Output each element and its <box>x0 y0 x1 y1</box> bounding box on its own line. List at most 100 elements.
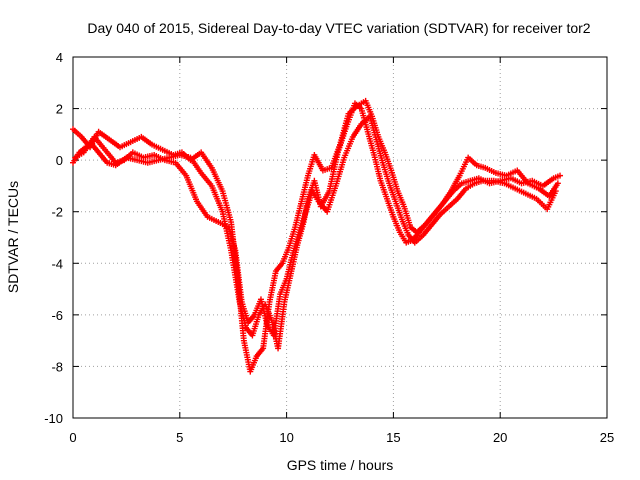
data-point <box>448 174 462 195</box>
data-point <box>283 252 296 282</box>
data-point <box>445 197 459 210</box>
data-point <box>266 270 279 305</box>
data-point <box>522 190 538 201</box>
y-tick-label: -6 <box>51 308 63 323</box>
x-axis-label: GPS time / hours <box>287 457 394 473</box>
data-point <box>215 219 230 230</box>
data-point <box>439 189 453 207</box>
data-point <box>430 202 445 218</box>
data-point <box>245 313 257 326</box>
plot-frame <box>72 56 608 419</box>
data-point <box>198 170 214 188</box>
data-point <box>554 180 561 187</box>
data-point <box>285 226 298 251</box>
data-point <box>72 150 85 161</box>
data-point <box>149 141 164 152</box>
x-tick-label: 10 <box>279 430 293 445</box>
data-point <box>270 293 283 339</box>
data-point <box>281 272 294 305</box>
data-point <box>394 188 407 208</box>
data-point <box>463 181 476 192</box>
data-point <box>95 128 111 142</box>
data-point <box>70 126 83 139</box>
data-point <box>544 190 558 213</box>
data-point <box>456 156 471 179</box>
data-point <box>390 213 402 234</box>
data-point <box>253 346 265 360</box>
ticks: 0 5 10 15 20 25 -10 -8 -6 -4 -2 0 2 4 <box>44 50 614 445</box>
data-point <box>503 168 519 179</box>
data-point <box>159 146 175 157</box>
data-point <box>138 133 154 147</box>
y-tick-label: 4 <box>56 50 63 65</box>
data-point <box>354 99 367 109</box>
data-point <box>296 211 309 236</box>
data-point <box>277 277 289 298</box>
data-point <box>309 188 321 203</box>
data-point <box>552 188 559 195</box>
data-point <box>292 200 304 231</box>
data-point <box>358 114 372 128</box>
data-point <box>364 128 377 156</box>
data-point <box>187 150 203 164</box>
data-point <box>428 213 442 228</box>
data-point <box>386 180 398 203</box>
data-point <box>151 151 166 163</box>
data-point <box>381 149 394 172</box>
grid <box>73 57 607 418</box>
data-point <box>144 157 160 166</box>
data-point <box>95 149 109 165</box>
data-point <box>371 151 384 182</box>
y-tick-label: -10 <box>44 411 63 426</box>
series <box>70 97 564 375</box>
data-point <box>91 133 107 151</box>
data-point <box>514 167 530 185</box>
data-point <box>275 301 288 352</box>
data-point <box>298 174 311 205</box>
data-point <box>383 195 396 218</box>
data-point <box>411 233 425 246</box>
data-point <box>257 296 270 326</box>
data-point <box>193 198 210 218</box>
data-point <box>424 210 438 226</box>
y-tick-label: 0 <box>56 153 63 168</box>
data-point <box>332 156 347 189</box>
data-point <box>219 188 234 223</box>
data-point <box>106 136 122 149</box>
data-point <box>121 150 135 164</box>
data-point <box>349 122 364 140</box>
data-point <box>550 173 561 182</box>
data-point <box>512 185 527 196</box>
data-point <box>324 185 338 215</box>
data-point <box>539 176 555 189</box>
data-point <box>362 97 375 118</box>
data-point <box>204 213 220 224</box>
data-point <box>232 247 245 303</box>
data-point <box>249 314 262 339</box>
data-point <box>490 177 506 186</box>
data-point <box>366 113 379 141</box>
data-point <box>198 149 214 169</box>
data-point <box>413 223 427 236</box>
data-point <box>140 152 156 161</box>
data-point <box>492 170 508 179</box>
data-point <box>403 237 414 246</box>
data-point <box>501 180 517 191</box>
data-point <box>116 140 132 151</box>
data-point <box>535 185 551 198</box>
data-point <box>388 167 400 192</box>
data-point <box>454 187 468 202</box>
data-point <box>420 223 434 238</box>
data-point <box>328 143 343 171</box>
x-tick-label: 0 <box>69 430 76 445</box>
x-tick-label: 20 <box>493 430 507 445</box>
data-point <box>178 149 192 162</box>
data-point <box>243 324 255 337</box>
data-point <box>234 273 247 342</box>
data-point <box>507 175 523 186</box>
data-point <box>422 213 436 228</box>
y-tick-label: -8 <box>51 359 63 374</box>
chart-title: Day 040 of 2015, Sidereal Day-to-day VTE… <box>87 20 590 36</box>
data-point <box>294 221 307 249</box>
